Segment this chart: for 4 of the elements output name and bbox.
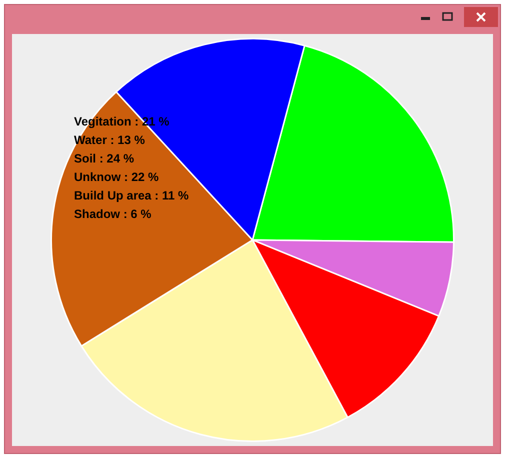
text: Shadow : 6 % [74,206,152,221]
text: Unknow : 22 % [74,170,160,184]
text: Build Up area : 11 % [74,188,190,202]
text: Soil : 24 % [74,151,134,166]
